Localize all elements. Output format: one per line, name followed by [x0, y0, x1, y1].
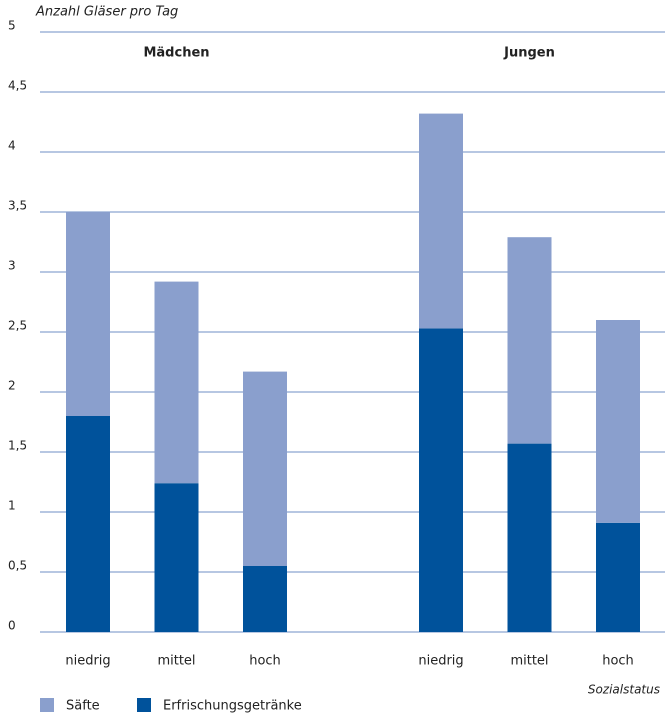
y-tick-label: 1,5 — [8, 439, 27, 453]
chart-title: Anzahl Gläser pro Tag — [35, 5, 178, 20]
bar-segment — [243, 371, 287, 566]
group-label: Jungen — [503, 46, 555, 61]
y-tick-label: 3,5 — [8, 199, 27, 213]
x-axis-label: Sozialstatus — [588, 683, 660, 697]
bar-segment — [154, 483, 199, 632]
x-tick-label: hoch — [602, 654, 634, 669]
bar-segment — [419, 328, 463, 632]
bar-segment — [419, 113, 463, 329]
bar-segment — [154, 281, 199, 484]
bar-segment — [507, 237, 552, 444]
bar-segment — [507, 443, 552, 632]
y-tick-label: 1 — [8, 499, 16, 513]
bar-segment — [596, 320, 640, 523]
y-tick-label: 0,5 — [8, 559, 27, 573]
legend-swatch — [40, 698, 54, 712]
legend-label: Säfte — [66, 699, 100, 714]
x-tick-label: hoch — [249, 654, 281, 669]
y-tick-label: 5 — [8, 19, 16, 33]
x-tick-label: niedrig — [418, 654, 463, 669]
group-label: Mädchen — [143, 46, 209, 61]
y-tick-label: 3 — [8, 259, 16, 273]
x-tick-label: niedrig — [65, 654, 110, 669]
bar-segment — [243, 566, 287, 632]
legend-swatch — [137, 698, 151, 712]
legend-label: Erfrischungsgetränke — [163, 699, 302, 714]
y-tick-label: 2 — [8, 379, 16, 393]
bar-segment — [596, 522, 640, 632]
y-tick-label: 4 — [8, 139, 16, 153]
y-tick-label: 4,5 — [8, 79, 27, 93]
bar-segment — [66, 212, 110, 416]
y-tick-label: 0 — [8, 619, 16, 633]
x-tick-label: mittel — [157, 654, 195, 669]
y-tick-label: 2,5 — [8, 319, 27, 333]
bar-segment — [66, 416, 110, 632]
x-tick-label: mittel — [510, 654, 548, 669]
